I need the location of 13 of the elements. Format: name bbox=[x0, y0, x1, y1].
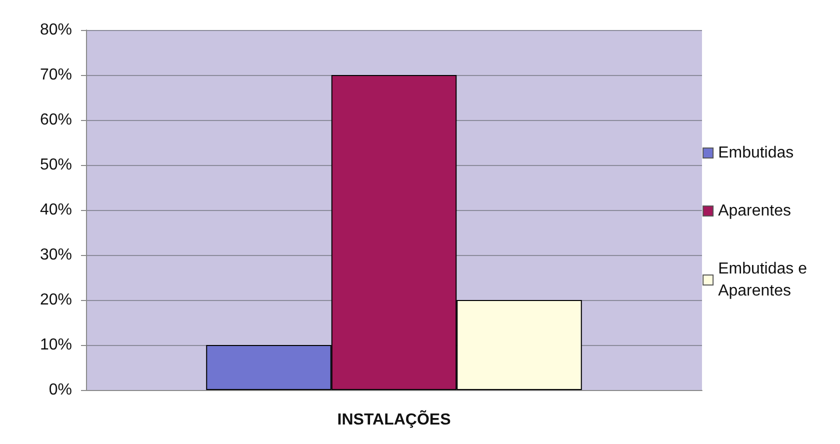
y-tick-label: 60% bbox=[40, 112, 72, 128]
y-tick-label: 0% bbox=[48, 382, 72, 398]
legend-label: Embutidas bbox=[718, 144, 794, 162]
legend-label: Aparentes bbox=[718, 202, 791, 220]
legend-label: Embutidas e Aparentes bbox=[718, 260, 808, 300]
y-tick-label: 70% bbox=[40, 66, 72, 84]
y-tick-label: 50% bbox=[40, 156, 72, 174]
y-tick-label: 10% bbox=[40, 336, 72, 354]
y-tick-label: 40% bbox=[40, 202, 72, 218]
y-tick-label: 80% bbox=[40, 22, 72, 38]
y-tick-label: 30% bbox=[40, 246, 72, 264]
x-tick-label: INSTALAÇÕES bbox=[337, 410, 452, 428]
y-tick-label: 20% bbox=[40, 292, 72, 308]
